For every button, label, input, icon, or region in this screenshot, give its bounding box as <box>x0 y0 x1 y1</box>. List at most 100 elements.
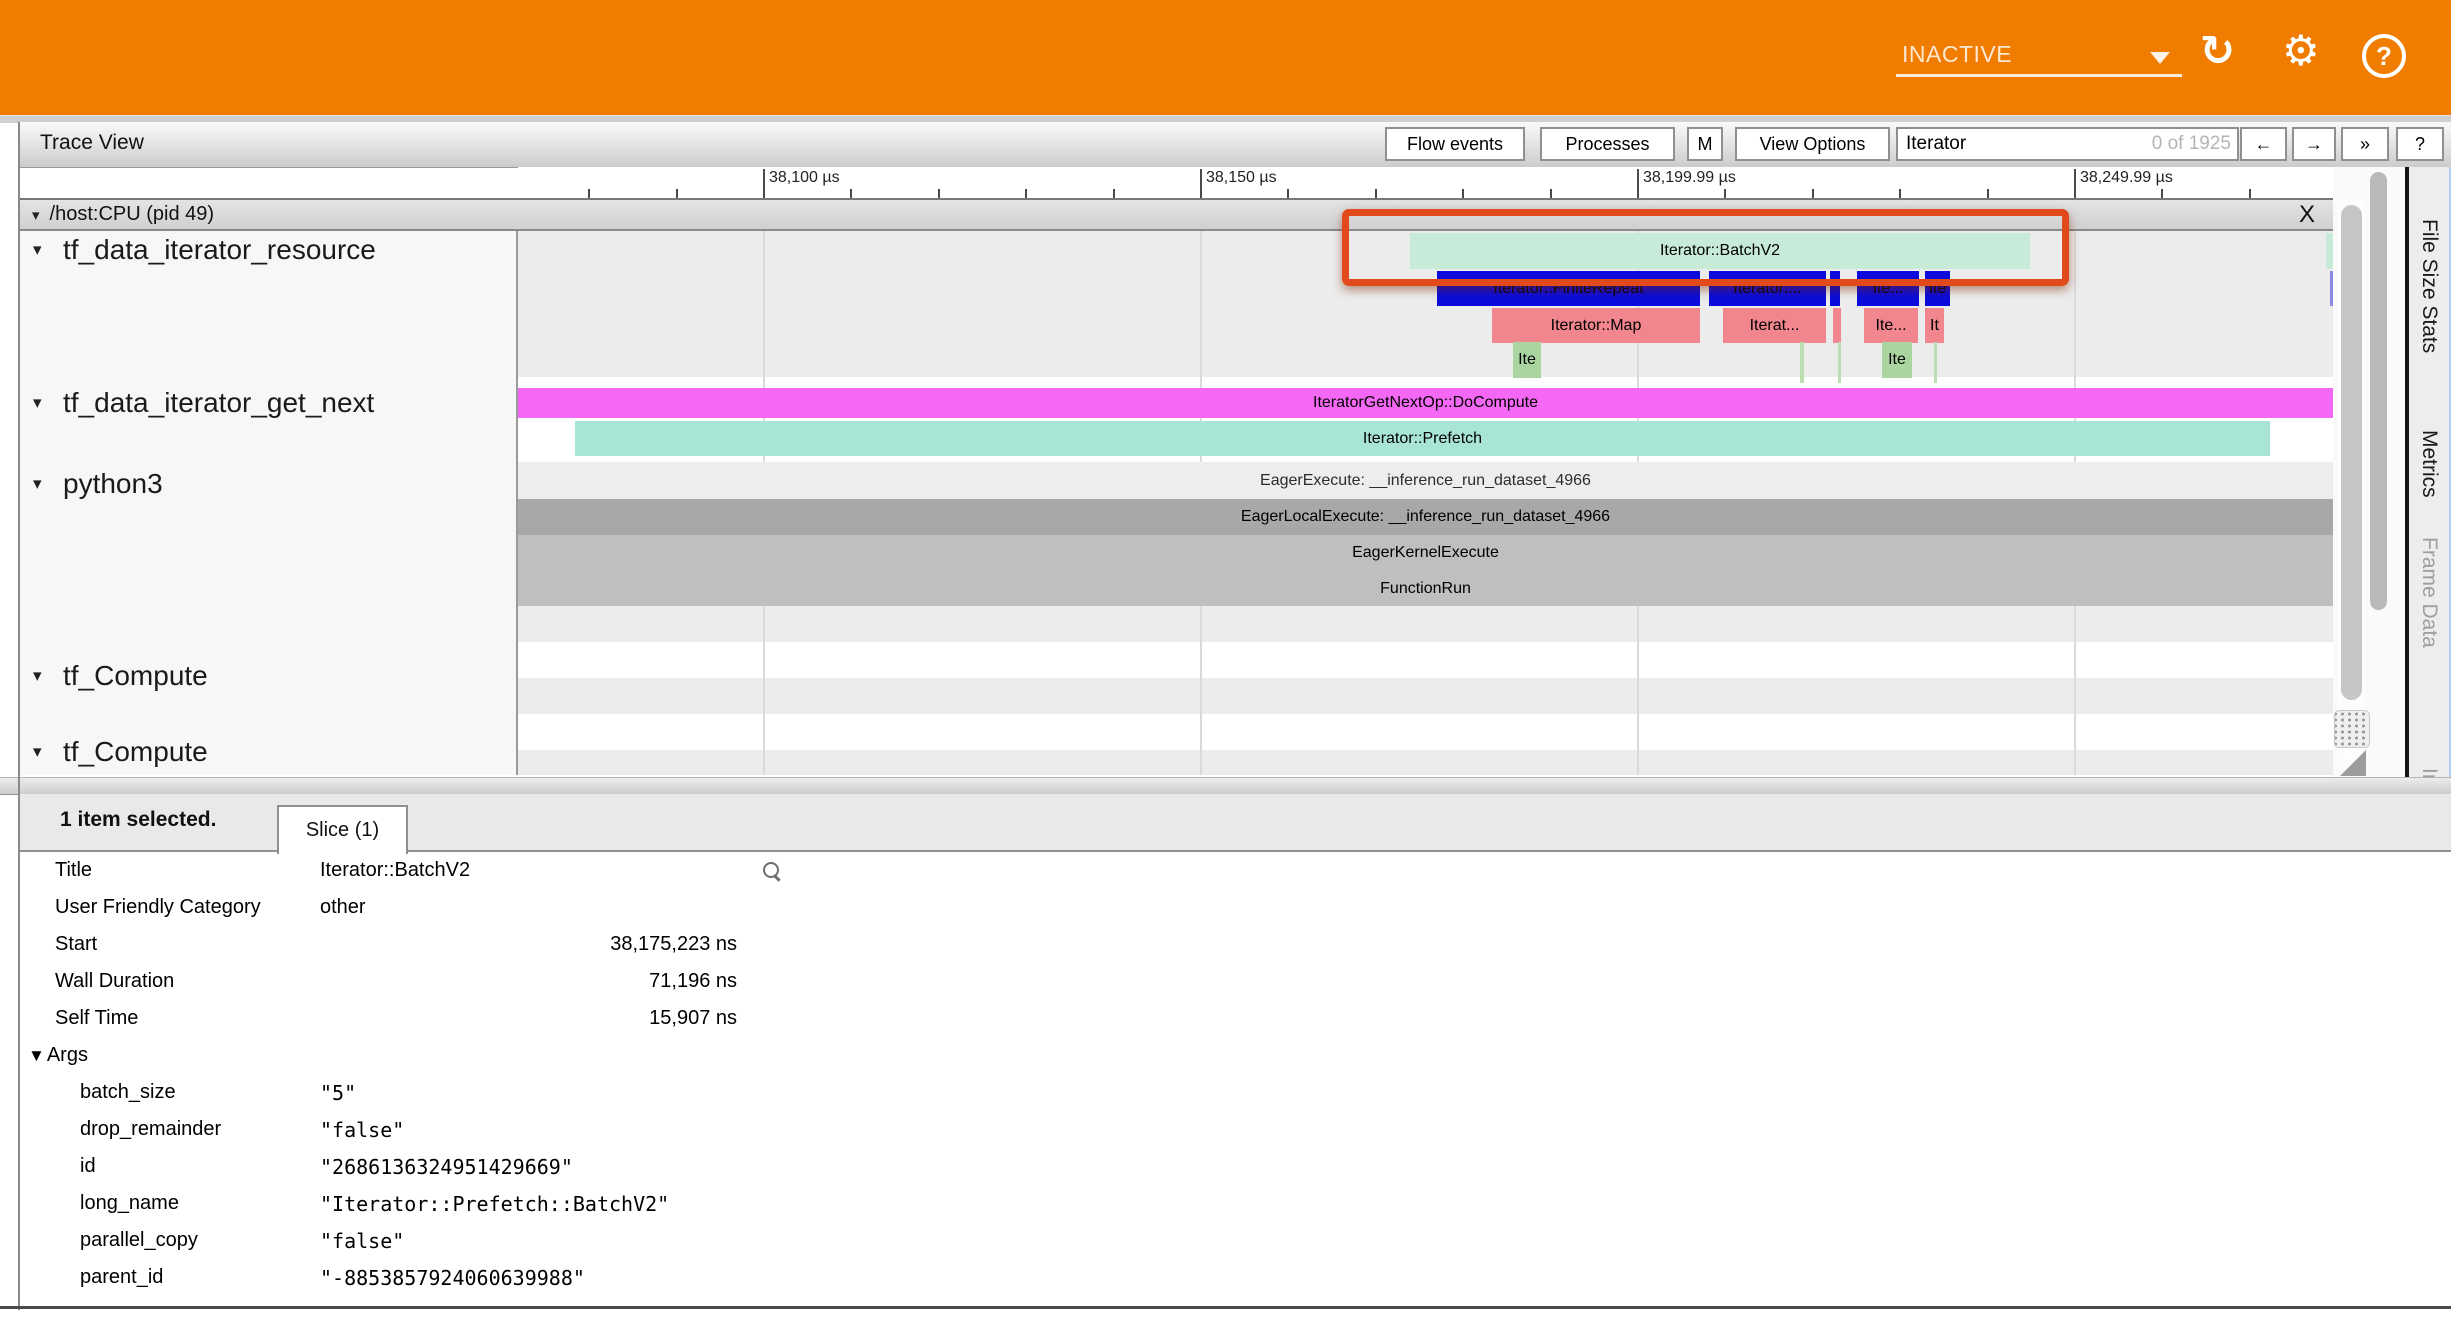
arg-label: batch_size <box>80 1081 176 1103</box>
help-button[interactable]: ? <box>2396 127 2444 161</box>
collapse-triangle-icon[interactable]: ▾ <box>33 393 42 412</box>
track-label-tf_data_iterator_get_next[interactable]: ▾ tf_data_iterator_get_next <box>18 387 374 419</box>
trace-event[interactable]: Iterat... <box>1723 308 1826 343</box>
search-value: Iterator <box>1906 133 1967 154</box>
track-name: tf_Compute <box>63 660 208 691</box>
trace-event[interactable] <box>1830 271 1840 306</box>
trace-vertical-scrollbar-thumb[interactable] <box>2341 205 2362 700</box>
ruler-tick-label: 38,199.99 µs <box>1637 169 1736 198</box>
trace-event[interactable]: EagerExecute: __inference_run_dataset_49… <box>518 462 2333 499</box>
background-band <box>518 678 2333 714</box>
track-label-python3[interactable]: ▾ python3 <box>18 468 163 500</box>
track-label-sidebar: ▾ tf_data_iterator_resource ▾ tf_data_itera… <box>18 231 518 775</box>
detail-label: User Friendly Category <box>55 896 261 918</box>
selection-summary: 1 item selected. <box>60 808 217 831</box>
arg-value: "false" <box>320 1228 405 1253</box>
magnifier-icon[interactable] <box>763 862 781 882</box>
arg-label: long_name <box>80 1192 179 1214</box>
side-tab-file-size-stats[interactable]: File Size Stats <box>2418 219 2441 354</box>
arg-label: parent_id <box>80 1266 164 1288</box>
track-label-tf_Compute[interactable]: ▾ tf_Compute <box>18 660 208 692</box>
trace-event[interactable]: Iterator::Prefetch <box>575 421 2270 456</box>
ruler-minor-tick <box>588 189 591 198</box>
track-label-tf_Compute[interactable]: ▾ tf_Compute <box>18 736 208 768</box>
more-options-button[interactable]: » <box>2341 127 2389 161</box>
drag-grip-handle[interactable] <box>2334 710 2370 748</box>
detail-label: Self Time <box>55 1007 139 1029</box>
detail-row: User Friendly Category other <box>18 889 2451 926</box>
trace-event[interactable]: EagerLocalExecute: __inference_run_datas… <box>518 499 2333 535</box>
trace-event[interactable]: Ite <box>1882 342 1912 378</box>
trace-event[interactable]: Ite... <box>1857 271 1919 306</box>
gear-icon[interactable]: ⚙ <box>2282 27 2320 74</box>
search-input[interactable]: Iterator 0 of 1925 <box>1896 127 2239 161</box>
run-status-dropdown[interactable]: INACTIVE <box>1896 36 2182 77</box>
ruler-minor-tick <box>1986 189 1989 198</box>
detail-row: Title Iterator::BatchV2 <box>18 852 2451 889</box>
arg-row: batch_size "5" <box>18 1074 2451 1111</box>
panel-resize-divider[interactable] <box>0 777 2451 795</box>
trace-event[interactable]: Ite <box>1925 271 1950 306</box>
metrics-m-button[interactable]: M <box>1687 127 1723 161</box>
trace-event[interactable] <box>1838 342 1841 383</box>
view-options-button[interactable]: View Options <box>1735 127 1890 161</box>
ruler-minor-tick <box>1549 189 1552 198</box>
ruler-minor-tick <box>1462 189 1465 198</box>
trace-event[interactable] <box>2326 233 2333 269</box>
trace-event[interactable]: FunctionRun <box>518 571 2333 606</box>
trace-event[interactable]: Iterator::Map <box>1492 308 1700 343</box>
side-tab-frame-data[interactable]: Frame Data <box>2418 537 2441 648</box>
flow-events-button[interactable]: Flow events <box>1385 127 1525 161</box>
trace-event[interactable] <box>1800 342 1804 383</box>
ruler-minor-tick <box>1899 189 1902 198</box>
trace-event[interactable]: Iterator::FiniteRepeat <box>1437 271 1700 306</box>
trace-event[interactable]: It <box>1925 308 1944 343</box>
details-panel-header: 1 item selected. Slice (1) <box>18 794 2451 854</box>
arg-row: parallel_copy "false" <box>18 1222 2451 1259</box>
process-header[interactable]: ▾ /host:CPU (pid 49) X <box>18 198 2333 231</box>
side-tab-metrics[interactable]: Metrics <box>2418 430 2441 498</box>
trace-event[interactable] <box>2330 271 2333 306</box>
arg-row: drop_remainder "false" <box>18 1111 2451 1148</box>
collapse-triangle-icon[interactable]: ▾ <box>32 206 40 224</box>
find-next-button[interactable]: → <box>2292 127 2336 161</box>
close-icon[interactable]: X <box>2298 201 2315 228</box>
detail-row: Self Time 15,907 ns <box>18 1000 2451 1037</box>
timeline-canvas[interactable]: Iterator::BatchV2 Iterator::FiniteRepeat I… <box>518 231 2333 775</box>
detail-value: 71,196 ns <box>649 970 737 992</box>
collapse-triangle-icon[interactable]: ▾ <box>33 474 42 493</box>
trace-event[interactable]: Ite <box>1513 342 1541 378</box>
collapse-triangle-icon[interactable]: ▾ <box>33 742 42 761</box>
arg-row: id "2686136324951429669" <box>18 1148 2451 1185</box>
track-label-tf_data_iterator_resource[interactable]: ▾ tf_data_iterator_resource <box>18 234 376 266</box>
refresh-icon[interactable]: ↻ <box>2200 27 2236 74</box>
time-ruler[interactable]: 38,100 µs 38,150 µs 38,199.99 µs 38,249.99 … <box>518 167 2333 198</box>
window-bottom-border <box>0 1306 2451 1309</box>
ruler-minor-tick <box>1025 189 1028 198</box>
args-section-toggle[interactable]: ▼ Args <box>18 1037 2451 1074</box>
resize-corner-icon[interactable] <box>2340 750 2366 776</box>
trace-event[interactable]: IteratorGetNextOp::DoCompute <box>518 388 2333 418</box>
processes-button[interactable]: Processes <box>1540 127 1675 161</box>
trace-event[interactable]: Ite... <box>1864 308 1918 343</box>
ruler-tick-label: 38,100 µs <box>763 169 840 198</box>
arg-value: "2686136324951429669" <box>320 1154 573 1179</box>
trace-event[interactable]: Iterator:... <box>1709 271 1826 306</box>
collapse-triangle-icon[interactable]: ▾ <box>33 240 42 259</box>
trace-event[interactable]: EagerKernelExecute <box>518 535 2333 571</box>
find-previous-button[interactable]: ← <box>2240 127 2287 161</box>
detail-value: Iterator::BatchV2 <box>320 859 471 881</box>
expanded-triangle-icon: ▼ <box>28 1045 45 1065</box>
tab-slice[interactable]: Slice (1) <box>277 805 408 854</box>
detail-row: Start 38,175,223 ns <box>18 926 2451 963</box>
trace-event[interactable] <box>1934 342 1937 383</box>
collapse-triangle-icon[interactable]: ▾ <box>33 666 42 685</box>
track-name: tf_data_iterator_resource <box>63 234 376 265</box>
ruler-minor-tick <box>850 189 853 198</box>
trace-event[interactable] <box>1833 308 1841 343</box>
trace-event[interactable]: Iterator::BatchV2 <box>1410 233 2030 269</box>
ruler-minor-tick <box>937 189 940 198</box>
ruler-minor-tick <box>1112 189 1115 198</box>
help-icon[interactable]: ? <box>2362 34 2406 78</box>
page-scrollbar-thumb[interactable] <box>2370 172 2387 610</box>
